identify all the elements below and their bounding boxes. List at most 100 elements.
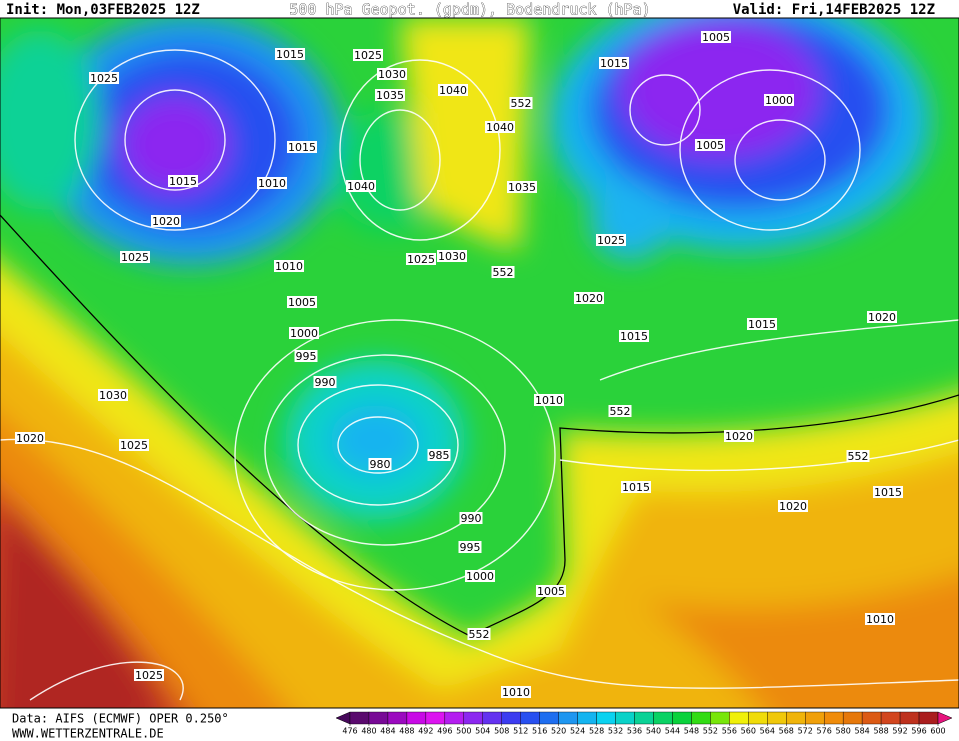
isobar-label-box xyxy=(485,121,515,133)
map-title: 500 hPa Geopot. (gpdm), Bodendruck (hPa) xyxy=(289,1,650,19)
colorbar-tick-label: 584 xyxy=(854,727,869,736)
colorbar-swatch xyxy=(710,711,730,725)
isobar-label: 552 xyxy=(493,266,514,279)
valid-time: Valid: Fri,14FEB2025 12Z xyxy=(733,2,935,18)
isobar-label-box xyxy=(865,613,895,625)
colorbar-tick-label: 596 xyxy=(911,727,926,736)
colorbar-tick-label: 564 xyxy=(760,727,775,736)
colorbar-high-arrow xyxy=(937,711,953,725)
isobar-label-box xyxy=(119,439,149,451)
colorbar-tick-label: 524 xyxy=(570,727,585,736)
isobar-label: 1025 xyxy=(597,234,625,247)
colorbar-swatch xyxy=(786,711,806,725)
colorbar-swatch xyxy=(805,711,825,725)
isobar-label-box xyxy=(509,97,533,109)
isobar-label-box xyxy=(846,450,870,462)
colorbar-tick-label: 504 xyxy=(475,727,490,736)
isobar-label: 1025 xyxy=(90,72,118,85)
isobar-label: 980 xyxy=(370,458,391,471)
colorbar-tick-label: 580 xyxy=(836,727,851,736)
isobar-label-box xyxy=(764,94,794,106)
colorbar-swatch xyxy=(425,711,446,725)
colorbar-low-arrow xyxy=(335,711,351,725)
colorbar-swatch xyxy=(691,711,711,725)
isobar-label: 1015 xyxy=(600,57,628,70)
isobar-label-box xyxy=(287,296,317,308)
isobar-label-box xyxy=(619,330,649,342)
isobar-label: 1020 xyxy=(575,292,603,305)
isobar-label: 552 xyxy=(511,97,532,110)
colorbar-tick-label: 540 xyxy=(646,727,661,736)
isobar-label-box xyxy=(778,500,808,512)
isobar-label-box xyxy=(294,350,318,362)
isobar-label-box xyxy=(168,175,198,187)
isobar-label-box xyxy=(289,327,319,339)
colorbar-tick-label: 592 xyxy=(892,727,907,736)
data-source: Data: AIFS (ECMWF) OPER 0.250° xyxy=(12,712,229,726)
isobar-label-box xyxy=(89,72,119,84)
isobar-label: 1015 xyxy=(874,486,902,499)
colorbar-tick-label: 496 xyxy=(437,727,452,736)
colorbar-swatch xyxy=(387,711,408,725)
colorbar-tick-label: 520 xyxy=(551,727,566,736)
isobar-label: 552 xyxy=(848,450,869,463)
isobar-label: 1025 xyxy=(135,669,163,682)
colorbar-tick-label: 476 xyxy=(342,727,357,736)
site-url: WWW.WETTERZENTRALE.DE xyxy=(12,727,164,741)
colorbar-swatch xyxy=(842,711,863,725)
isobar-label: 1015 xyxy=(169,175,197,188)
isobar-label-box xyxy=(427,449,451,461)
isobar-label: 1020 xyxy=(868,311,896,324)
isobar-label-box xyxy=(534,394,564,406)
isobar-label-box xyxy=(458,541,482,553)
isobar-label-box xyxy=(501,686,531,698)
isobar-label: 1005 xyxy=(288,296,316,309)
isobar-label: 1035 xyxy=(508,181,536,194)
isobar-label: 1000 xyxy=(765,94,793,107)
isobar-label-box xyxy=(98,389,128,401)
isobar-label: 1000 xyxy=(290,327,318,340)
isobar-label-box xyxy=(621,481,651,493)
isobar-label-box xyxy=(507,181,537,193)
isobar-label-box xyxy=(120,251,150,263)
colorbar-tick-label: 600 xyxy=(930,727,945,736)
init-time: Init: Mon,03FEB2025 12Z xyxy=(6,2,200,18)
isobar-label-box xyxy=(465,570,495,582)
colorbar-swatch xyxy=(653,711,673,725)
isobar-label: 1030 xyxy=(438,250,466,263)
isobar-label: 1005 xyxy=(702,31,730,44)
isobar-label-box xyxy=(438,84,468,96)
isobar-label-box xyxy=(275,48,305,60)
isobar-label: 985 xyxy=(429,449,450,462)
colorbar-tick-label: 528 xyxy=(589,727,604,736)
isobar-label: 1040 xyxy=(486,121,514,134)
isobar-label-box xyxy=(406,253,436,265)
colorbar-swatch xyxy=(558,711,578,725)
isobar-label: 995 xyxy=(460,541,481,554)
isobar-label-box xyxy=(596,234,626,246)
isobar-label: 1005 xyxy=(696,139,724,152)
isobar-label: 1025 xyxy=(354,49,382,62)
colorbar-tick-label: 516 xyxy=(532,727,547,736)
isobar-label-box xyxy=(608,405,632,417)
isobar-label-box xyxy=(747,318,777,330)
colorbar-tick-label: 544 xyxy=(665,727,680,736)
isobar-label: 1035 xyxy=(376,89,404,102)
isobar-label: 1005 xyxy=(537,585,565,598)
colorbar-tick-label: 548 xyxy=(684,727,699,736)
colorbar-swatch xyxy=(520,711,540,725)
colorbar-swatch xyxy=(349,711,370,725)
isobar-label: 1015 xyxy=(620,330,648,343)
isobar-label: 1030 xyxy=(99,389,127,402)
colorbar-tick-label: 560 xyxy=(741,727,756,736)
colorbar-tick-label: 532 xyxy=(608,727,623,736)
isobar-label: 1020 xyxy=(725,430,753,443)
colorbar-swatch xyxy=(501,711,521,725)
isobar-label: 1020 xyxy=(152,215,180,228)
isobar-label: 1010 xyxy=(275,260,303,273)
colorbar-tick-label: 572 xyxy=(798,727,813,736)
isobar-label-box xyxy=(459,512,483,524)
isobar-label-box xyxy=(873,486,903,498)
